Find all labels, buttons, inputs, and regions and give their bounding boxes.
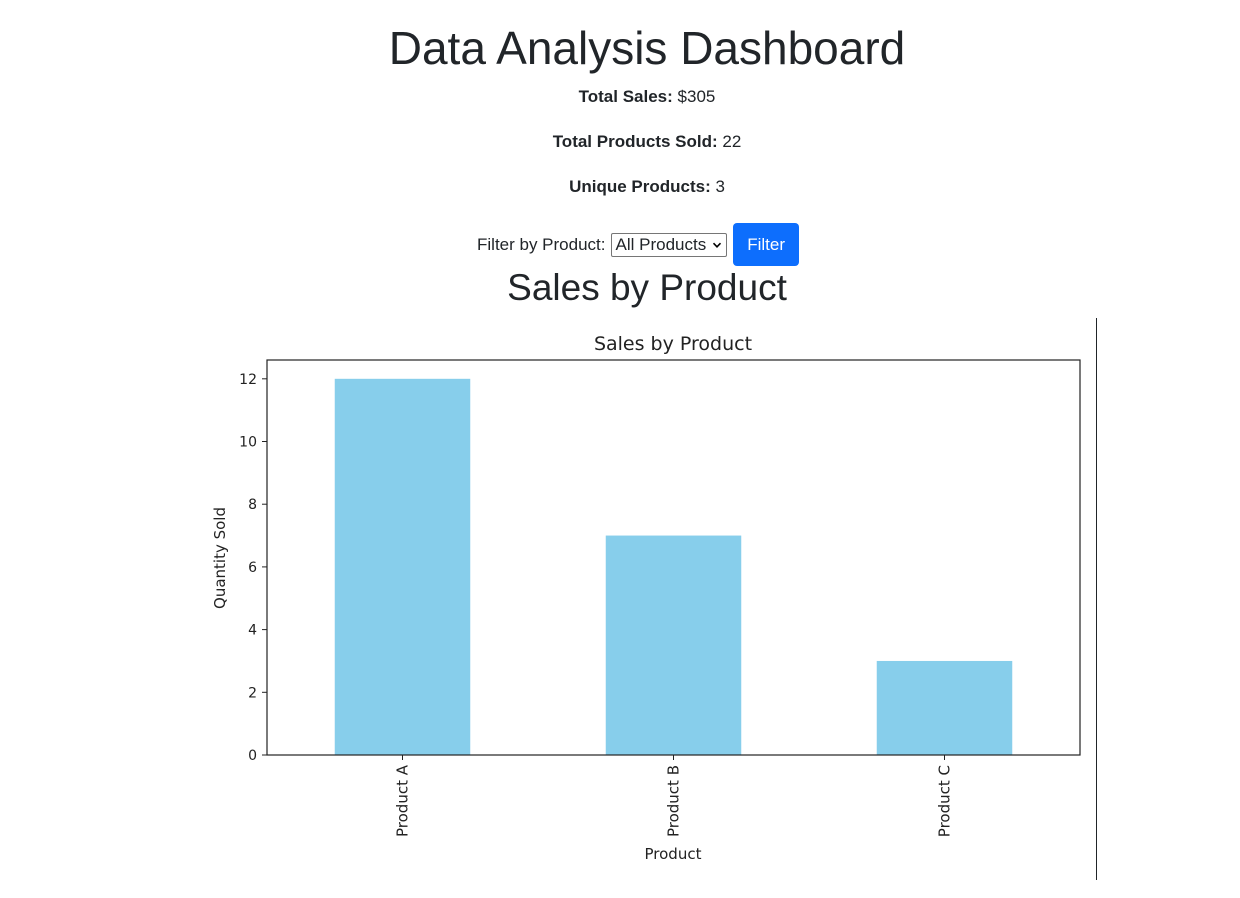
x-tick-label: Product B — [665, 765, 683, 837]
bar-product-b — [605, 535, 742, 755]
stat-total-sales-value: $305 — [677, 87, 716, 106]
y-tick-label: 2 — [248, 685, 257, 701]
chart-x-axis: Product A Product B Product C — [394, 755, 954, 837]
x-tick-label: Product C — [936, 765, 954, 837]
y-tick-label: 0 — [248, 748, 257, 764]
stat-total-sales: Total Sales: $305 — [0, 87, 1240, 107]
vertical-divider — [1096, 318, 1097, 880]
bar-product-a — [334, 378, 471, 755]
chart-bars — [334, 378, 1013, 755]
y-tick-label: 4 — [248, 623, 257, 639]
y-tick-label: 10 — [239, 435, 257, 451]
stat-unique-products: Unique Products: 3 — [0, 177, 1240, 197]
stat-unique-label: Unique Products: — [569, 177, 711, 196]
stat-total-sold: Total Products Sold: 22 — [0, 132, 1240, 152]
stat-unique-value: 3 — [715, 177, 725, 196]
filter-label: Filter by Product: — [477, 234, 606, 254]
section-title: Sales by Product — [507, 267, 787, 308]
chart-plot-frame — [266, 359, 1081, 756]
y-tick-label: 6 — [248, 560, 257, 576]
chart-title: Sales by Product — [594, 333, 752, 355]
chart-x-label: Product — [645, 845, 702, 863]
chevron-down-icon — [713, 242, 722, 248]
stat-total-sales-label: Total Sales: — [578, 87, 673, 106]
y-tick-label: 8 — [248, 497, 257, 513]
filter-button[interactable]: Filter — [733, 223, 799, 266]
x-tick-label: Product A — [394, 764, 412, 837]
product-select[interactable]: All Products — [610, 232, 728, 257]
bar-product-c — [876, 660, 1013, 755]
y-tick-label: 12 — [239, 372, 257, 388]
chart-y-label: Quantity Sold — [211, 507, 229, 609]
chart-y-axis: 0 2 4 6 8 10 12 — [239, 372, 267, 764]
page-title: Data Analysis Dashboard — [388, 22, 906, 74]
stat-total-sold-value: 22 — [722, 132, 742, 151]
product-select-value: All Products — [615, 234, 707, 254]
filter-form: Filter by Product: All Products Filter — [477, 223, 799, 266]
stat-total-sold-label: Total Products Sold: — [552, 132, 718, 151]
